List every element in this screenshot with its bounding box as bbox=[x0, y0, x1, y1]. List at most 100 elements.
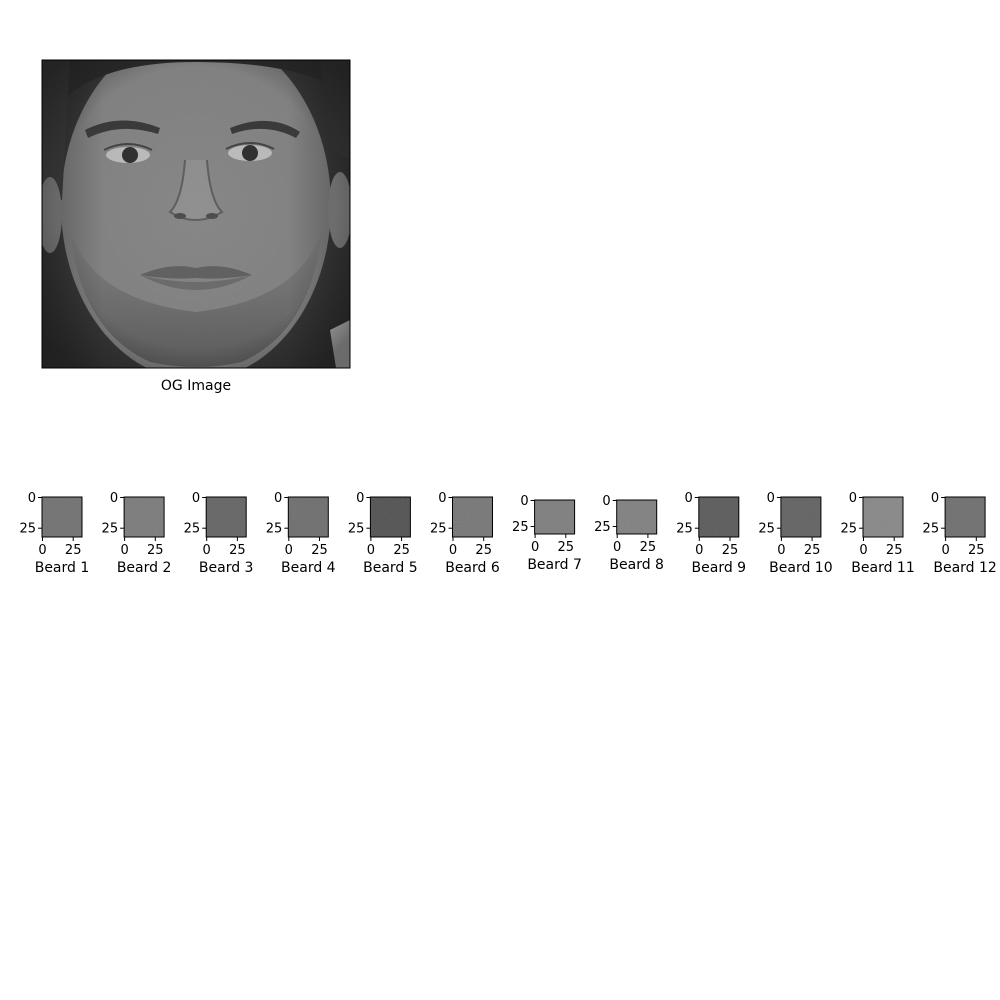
y-tick-label: 0 bbox=[28, 491, 36, 506]
x-tick-label: 0 bbox=[449, 543, 457, 558]
x-tick-label: 0 bbox=[285, 543, 293, 558]
x-tick-label: 25 bbox=[804, 543, 821, 558]
x-tick-label: 0 bbox=[941, 543, 949, 558]
beard-patch-caption: Beard 12 bbox=[933, 560, 996, 576]
beard-patch-frame bbox=[41, 496, 83, 538]
beard-patch-texture bbox=[42, 497, 82, 537]
x-tick-label: 25 bbox=[722, 543, 739, 558]
beard-patch-caption: Beard 3 bbox=[199, 560, 254, 576]
y-tick-label: 0 bbox=[520, 494, 528, 509]
beard-patch-frame bbox=[452, 496, 493, 538]
beard-patch-texture bbox=[780, 497, 821, 537]
beard-patch-frame bbox=[369, 496, 411, 538]
beard-patch-texture bbox=[863, 497, 903, 537]
beard-patch-caption: Beard 10 bbox=[769, 560, 832, 576]
x-tick-label: 0 bbox=[777, 543, 785, 558]
y-tick-label: 25 bbox=[512, 520, 529, 535]
beard-patch-caption: Beard 8 bbox=[609, 557, 664, 573]
beard-patch-frame bbox=[780, 496, 822, 538]
y-tick-label: 0 bbox=[602, 494, 610, 509]
x-tick-label: 25 bbox=[147, 543, 164, 558]
y-tick-label: 25 bbox=[266, 522, 283, 537]
x-tick-label: 25 bbox=[311, 543, 328, 558]
x-tick-label: 0 bbox=[367, 543, 375, 558]
beard-patch-caption: Beard 7 bbox=[527, 557, 582, 573]
og-image-panel: OG Image bbox=[41, 59, 351, 394]
x-tick-label: 25 bbox=[475, 543, 492, 558]
x-tick-label: 0 bbox=[695, 543, 703, 558]
beard-patch-texture bbox=[945, 497, 986, 537]
beard-patch-texture bbox=[288, 497, 329, 537]
x-tick-label: 25 bbox=[886, 543, 903, 558]
face-photo bbox=[42, 60, 350, 368]
y-tick-label: 25 bbox=[840, 522, 857, 537]
y-tick-label: 25 bbox=[676, 522, 693, 537]
y-tick-label: 25 bbox=[348, 522, 365, 537]
beard-patch-frame bbox=[944, 496, 986, 538]
beard-patch-frame bbox=[287, 496, 329, 538]
beard-patch-caption: Beard 11 bbox=[851, 560, 914, 576]
y-tick-label: 25 bbox=[923, 522, 940, 537]
x-tick-label: 0 bbox=[613, 540, 621, 555]
beard-patch-caption: Beard 2 bbox=[117, 560, 172, 576]
y-tick-label: 25 bbox=[19, 522, 36, 537]
y-tick-label: 0 bbox=[192, 491, 200, 506]
beard-patch-texture bbox=[206, 497, 247, 537]
beard-patch-texture bbox=[124, 497, 165, 537]
y-tick-label: 0 bbox=[438, 491, 446, 506]
beard-patch-texture bbox=[452, 497, 493, 537]
y-tick-label: 25 bbox=[430, 522, 447, 537]
beard-patch-frame bbox=[205, 496, 247, 538]
beard-patch-frame bbox=[123, 496, 165, 538]
beard-patch-caption: Beard 6 bbox=[445, 560, 500, 576]
beard-patch-caption: Beard 4 bbox=[281, 560, 336, 576]
y-tick-label: 0 bbox=[685, 491, 693, 506]
beard-patch-caption: Beard 1 bbox=[35, 560, 90, 576]
x-tick-label: 0 bbox=[120, 543, 128, 558]
beard-patch-texture bbox=[616, 500, 657, 534]
beard-patch-texture bbox=[534, 500, 575, 534]
y-tick-label: 0 bbox=[767, 491, 775, 506]
x-tick-label: 0 bbox=[203, 543, 211, 558]
y-tick-label: 25 bbox=[184, 522, 201, 537]
y-tick-label: 0 bbox=[931, 491, 939, 506]
og-image-caption: OG Image bbox=[161, 378, 231, 394]
y-tick-label: 25 bbox=[594, 520, 611, 535]
y-tick-label: 25 bbox=[758, 522, 775, 537]
y-tick-label: 0 bbox=[110, 491, 118, 506]
beard-patch-texture bbox=[698, 497, 739, 537]
x-tick-label: 0 bbox=[531, 540, 539, 555]
x-tick-label: 25 bbox=[229, 543, 246, 558]
beard-patch-frame bbox=[534, 499, 576, 535]
beard-patch-frame bbox=[698, 496, 740, 538]
x-tick-label: 25 bbox=[640, 540, 657, 555]
x-tick-label: 25 bbox=[393, 543, 410, 558]
beard-patch-texture bbox=[370, 497, 411, 537]
beard-patch-caption: Beard 5 bbox=[363, 560, 418, 576]
y-tick-label: 0 bbox=[849, 491, 857, 506]
x-tick-label: 0 bbox=[38, 543, 46, 558]
y-tick-label: 0 bbox=[356, 491, 364, 506]
y-tick-label: 25 bbox=[102, 522, 119, 537]
beard-patch-frame bbox=[862, 496, 904, 538]
y-tick-label: 0 bbox=[274, 491, 282, 506]
x-tick-label: 25 bbox=[968, 543, 985, 558]
beard-patch-frame bbox=[616, 499, 658, 535]
beard-patch-caption: Beard 9 bbox=[692, 560, 747, 576]
x-tick-label: 25 bbox=[558, 540, 575, 555]
x-tick-label: 25 bbox=[65, 543, 82, 558]
